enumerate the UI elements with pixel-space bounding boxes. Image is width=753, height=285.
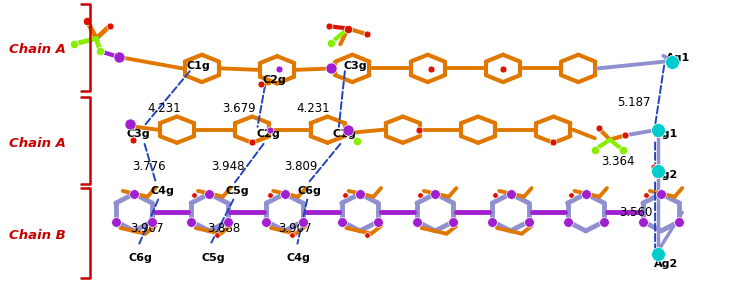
Text: C6g: C6g: [128, 253, 152, 263]
Text: 4.231: 4.231: [297, 102, 330, 115]
Text: 3.907: 3.907: [130, 221, 163, 235]
Text: Ag2: Ag2: [654, 258, 678, 269]
Text: C2g: C2g: [262, 75, 286, 85]
Text: C5g: C5g: [225, 186, 248, 196]
Text: 3.948: 3.948: [212, 160, 245, 173]
Text: 3.888: 3.888: [207, 221, 240, 235]
Text: Ag1: Ag1: [666, 53, 690, 64]
Text: 3.560: 3.560: [620, 206, 653, 219]
Text: C1g: C1g: [332, 129, 356, 139]
Text: Chain B: Chain B: [9, 229, 66, 242]
Text: Chain A: Chain A: [9, 43, 66, 56]
Text: 4.231: 4.231: [148, 102, 181, 115]
Text: 5.187: 5.187: [617, 96, 651, 109]
Text: 3.364: 3.364: [601, 154, 634, 168]
Text: 3.809: 3.809: [285, 160, 318, 173]
Text: 3.776: 3.776: [133, 160, 166, 173]
Text: C3g: C3g: [343, 60, 367, 71]
Text: C6g: C6g: [297, 186, 322, 196]
Text: C2g: C2g: [256, 129, 280, 139]
Text: C4g: C4g: [151, 186, 175, 196]
Text: Ag1: Ag1: [654, 129, 678, 139]
Text: C1g: C1g: [187, 60, 211, 71]
Text: 3.907: 3.907: [279, 221, 312, 235]
Text: C5g: C5g: [201, 253, 224, 263]
Text: C4g: C4g: [287, 253, 311, 263]
Text: Ag2: Ag2: [654, 170, 678, 180]
Text: Chain A: Chain A: [9, 137, 66, 150]
Text: C3g: C3g: [127, 129, 150, 139]
Text: 3.679: 3.679: [223, 102, 256, 115]
